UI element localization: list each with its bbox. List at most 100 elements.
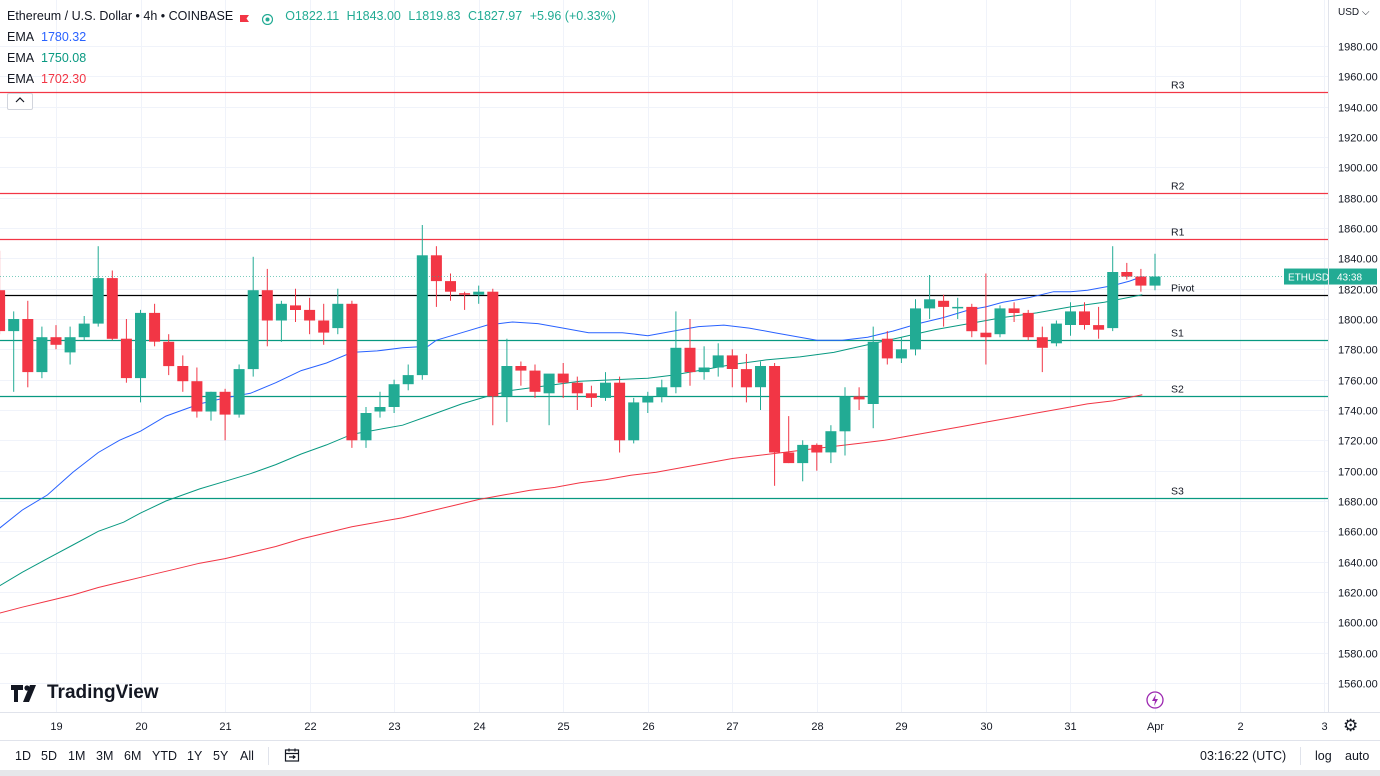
clock-time[interactable]: 03:16:22 (UTC) bbox=[1200, 749, 1287, 763]
candle[interactable] bbox=[797, 440, 809, 482]
candle[interactable] bbox=[783, 416, 795, 464]
settings-gear-icon[interactable]: ⚙ bbox=[1343, 716, 1359, 735]
candle[interactable] bbox=[994, 305, 1006, 338]
range-5y[interactable]: 5Y bbox=[213, 749, 229, 763]
candle[interactable] bbox=[233, 364, 245, 418]
candle[interactable] bbox=[1135, 268, 1147, 292]
candle[interactable] bbox=[755, 361, 766, 411]
candle[interactable] bbox=[247, 256, 259, 377]
candle[interactable] bbox=[318, 303, 330, 345]
candle[interactable] bbox=[360, 407, 372, 448]
candle[interactable] bbox=[881, 331, 893, 365]
candle[interactable] bbox=[92, 246, 104, 327]
ema-row-3[interactable]: EMA 1702.30 bbox=[7, 69, 620, 90]
candle[interactable] bbox=[853, 387, 865, 410]
candle[interactable] bbox=[388, 379, 400, 413]
candle[interactable] bbox=[120, 319, 132, 383]
candle[interactable] bbox=[614, 376, 626, 453]
candle[interactable] bbox=[416, 225, 428, 380]
candle[interactable] bbox=[557, 363, 569, 398]
candle[interactable] bbox=[1107, 246, 1119, 332]
symbol-title[interactable]: Ethereum / U.S. Dollar • 4h • COINBASE bbox=[7, 9, 234, 23]
range-5d[interactable]: 5D bbox=[41, 749, 57, 763]
candle[interactable] bbox=[64, 326, 76, 365]
candle[interactable] bbox=[628, 397, 640, 444]
candle[interactable] bbox=[22, 300, 34, 388]
candle[interactable] bbox=[529, 364, 541, 398]
candle[interactable] bbox=[726, 349, 738, 388]
candle[interactable] bbox=[600, 372, 611, 401]
candle[interactable] bbox=[430, 246, 442, 307]
ema-row-2[interactable]: EMA 1750.08 bbox=[7, 48, 620, 69]
candle[interactable] bbox=[36, 326, 48, 379]
candle[interactable] bbox=[585, 385, 597, 407]
event-lightning-icon[interactable] bbox=[1146, 691, 1164, 709]
candle[interactable] bbox=[924, 275, 936, 319]
candle[interactable] bbox=[78, 316, 90, 341]
candle[interactable] bbox=[487, 288, 499, 426]
candle[interactable] bbox=[402, 364, 414, 391]
log-scale-toggle[interactable]: log bbox=[1315, 749, 1332, 763]
candle[interactable] bbox=[346, 300, 358, 448]
range-all[interactable]: All bbox=[240, 749, 254, 763]
candle[interactable] bbox=[698, 346, 710, 380]
candle[interactable] bbox=[1079, 302, 1090, 330]
calendar-range-icon[interactable] bbox=[284, 747, 300, 766]
candle[interactable] bbox=[1036, 326, 1048, 373]
candle[interactable] bbox=[642, 391, 654, 413]
candle[interactable] bbox=[177, 355, 189, 392]
range-3m[interactable]: 3M bbox=[96, 749, 114, 763]
range-1y[interactable]: 1Y bbox=[187, 749, 203, 763]
candle[interactable] bbox=[1022, 309, 1034, 341]
candle[interactable] bbox=[938, 294, 950, 327]
candle[interactable] bbox=[1008, 302, 1020, 322]
candle[interactable] bbox=[1149, 253, 1161, 291]
candle[interactable] bbox=[910, 299, 921, 356]
candle[interactable] bbox=[670, 311, 682, 394]
flag-icon[interactable] bbox=[239, 11, 250, 22]
candle[interactable] bbox=[445, 273, 456, 301]
candle[interactable] bbox=[50, 325, 62, 350]
candle[interactable] bbox=[769, 363, 781, 486]
candle[interactable] bbox=[684, 319, 696, 386]
candle[interactable] bbox=[867, 326, 879, 429]
candle[interactable] bbox=[571, 376, 583, 410]
candle[interactable] bbox=[952, 297, 964, 319]
candle[interactable] bbox=[135, 309, 146, 403]
candle[interactable] bbox=[332, 288, 344, 335]
candle[interactable] bbox=[811, 443, 823, 471]
candle[interactable] bbox=[106, 270, 118, 341]
range-6m[interactable]: 6M bbox=[124, 749, 142, 763]
candle[interactable] bbox=[980, 273, 992, 365]
candle[interactable] bbox=[740, 353, 752, 403]
candle[interactable] bbox=[966, 303, 978, 338]
candle[interactable] bbox=[459, 291, 471, 310]
candle[interactable] bbox=[219, 388, 231, 441]
candle[interactable] bbox=[290, 288, 301, 322]
collapse-legend-button[interactable] bbox=[7, 93, 33, 110]
candle[interactable] bbox=[895, 337, 907, 363]
candle[interactable] bbox=[163, 334, 175, 376]
candle[interactable] bbox=[473, 285, 485, 304]
candle[interactable] bbox=[1065, 302, 1076, 336]
candle[interactable] bbox=[543, 373, 555, 426]
range-1m[interactable]: 1M bbox=[68, 749, 86, 763]
candle[interactable] bbox=[304, 297, 316, 335]
candle[interactable] bbox=[374, 391, 386, 418]
candle[interactable] bbox=[656, 379, 668, 403]
candle[interactable] bbox=[825, 425, 837, 464]
candle[interactable] bbox=[261, 268, 273, 347]
candle[interactable] bbox=[501, 338, 513, 423]
candle[interactable] bbox=[0, 250, 6, 335]
range-ytd[interactable]: YTD bbox=[152, 749, 177, 763]
candle[interactable] bbox=[149, 303, 161, 347]
candle[interactable] bbox=[205, 391, 217, 421]
market-status-icon[interactable] bbox=[262, 11, 274, 26]
ema-row-1[interactable]: EMA 1780.32 bbox=[7, 27, 620, 48]
candle[interactable] bbox=[839, 387, 851, 456]
candle[interactable] bbox=[1050, 320, 1062, 347]
auto-scale-toggle[interactable]: auto bbox=[1345, 749, 1370, 763]
candle[interactable] bbox=[1093, 306, 1105, 339]
range-1d[interactable]: 1D bbox=[15, 749, 31, 763]
